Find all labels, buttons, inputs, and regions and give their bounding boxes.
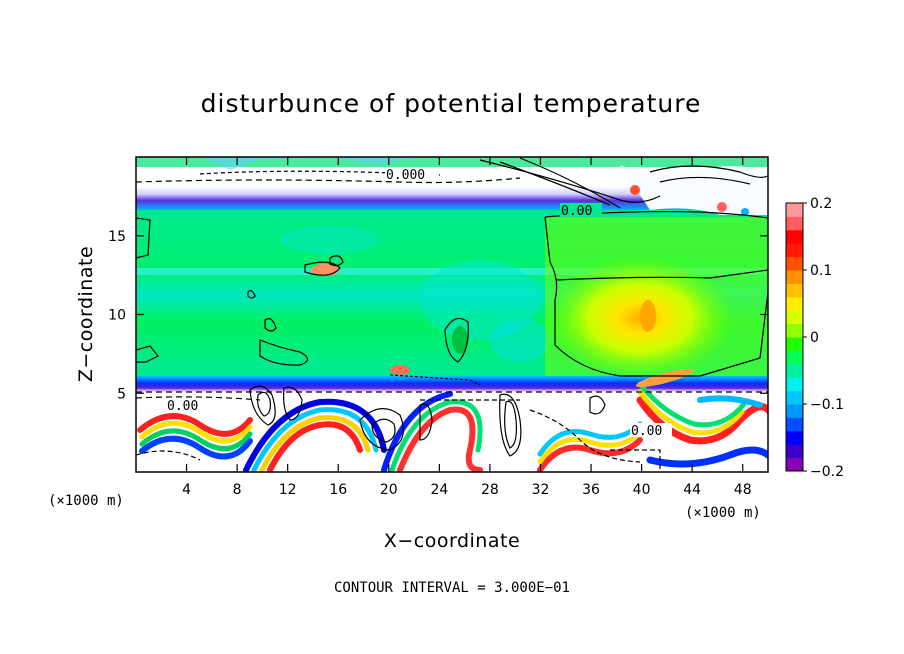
- plot-area: 0.000 0.00 0.00 0.00: [136, 157, 768, 472]
- colorbar-swatch: [786, 270, 803, 284]
- x-tick-label: 20: [380, 482, 398, 498]
- warm-core: [545, 256, 735, 380]
- colorbar-swatch: [786, 296, 803, 311]
- cyan-patch: [280, 226, 380, 254]
- contour-label: 0.00: [167, 399, 198, 414]
- x-axis-ticks: 4 8 12 16 20 24 28 32 36 40 44 48: [182, 157, 752, 498]
- colorbar-tick-label: 0: [810, 330, 819, 346]
- colorbar-swatch: [786, 430, 803, 445]
- colorbar-swatch: [786, 363, 803, 378]
- y-axis-label: Z−coordinate: [75, 246, 97, 382]
- contour-label: 0.00: [561, 204, 592, 219]
- upper-blob: [630, 185, 640, 195]
- colorbar-swatch: [786, 283, 803, 298]
- y-axis-ticks: 5 10 15: [108, 229, 768, 402]
- contour-labels: 0.000 0.00 0.00 0.00: [166, 167, 672, 439]
- colorbar-ticks: 0.2 0.1 0 −0.1 −0.2: [803, 196, 844, 480]
- x-tick-label: 4: [182, 482, 191, 498]
- chart-title: disturbunce of potential temperature: [201, 89, 702, 118]
- cyan-patch: [490, 318, 550, 362]
- colorbar-swatch: [786, 417, 803, 432]
- x-tick-label: 24: [430, 482, 448, 498]
- x-tick-label: 16: [329, 482, 347, 498]
- mid-patches: [311, 264, 695, 388]
- x-tick-label: 44: [683, 482, 701, 498]
- colorbar-swatch: [786, 404, 803, 418]
- warm-core-peak: [640, 300, 656, 332]
- x-tick-label: 40: [633, 482, 651, 498]
- x-tick-label: 28: [481, 482, 499, 498]
- contour-label: 0.00: [631, 424, 662, 439]
- x-axis-label: X−coordinate: [384, 530, 520, 552]
- colorbar-swatch: [786, 444, 803, 459]
- colorbar-swatch: [786, 390, 803, 405]
- colorbar-tick-label: −0.1: [810, 397, 844, 413]
- colorbar-swatch: [786, 203, 803, 217]
- colorbar-swatch: [786, 229, 803, 244]
- upper-colored-strip: [136, 157, 768, 167]
- colorbar-swatch: [786, 377, 803, 392]
- colorbar-swatch: [786, 256, 803, 271]
- colorbar-swatch: [786, 337, 803, 351]
- colorbar-swatch: [786, 323, 803, 338]
- contour-label: 0.000: [386, 168, 425, 183]
- upper-turbulence: [620, 165, 768, 215]
- upper-blob: [717, 202, 727, 212]
- x-tick-label: 32: [532, 482, 550, 498]
- colorbar-swatch: [786, 310, 803, 325]
- contour-interval-note: CONTOUR INTERVAL = 3.000E−01: [334, 580, 570, 596]
- x-tick-label: 36: [582, 482, 600, 498]
- colorbar-tick-label: 0.1: [810, 263, 832, 279]
- colorbar-swatch: [786, 243, 803, 258]
- colorbar-swatch: [786, 350, 803, 365]
- y-tick-label: 10: [108, 308, 126, 324]
- lower-turbulence: [137, 381, 768, 472]
- upper-turbulence: [136, 157, 420, 170]
- x-tick-label: 8: [233, 482, 242, 498]
- colorbar-swatch: [786, 216, 803, 231]
- x-tick-label: 12: [279, 482, 297, 498]
- y-tick-label: 5: [117, 386, 126, 402]
- upper-blob: [741, 208, 749, 216]
- x-tick-label: 48: [734, 482, 752, 498]
- y-tick-label: 15: [108, 229, 126, 245]
- colorbar-swatch: [786, 457, 803, 472]
- x-axis-unit-left: (×1000 m): [48, 493, 124, 509]
- colorbar-tick-label: −0.2: [810, 464, 844, 480]
- colorbar-tick-label: 0.2: [810, 196, 832, 212]
- colorbar: [786, 203, 803, 472]
- x-axis-unit-right: (×1000 m): [685, 505, 761, 521]
